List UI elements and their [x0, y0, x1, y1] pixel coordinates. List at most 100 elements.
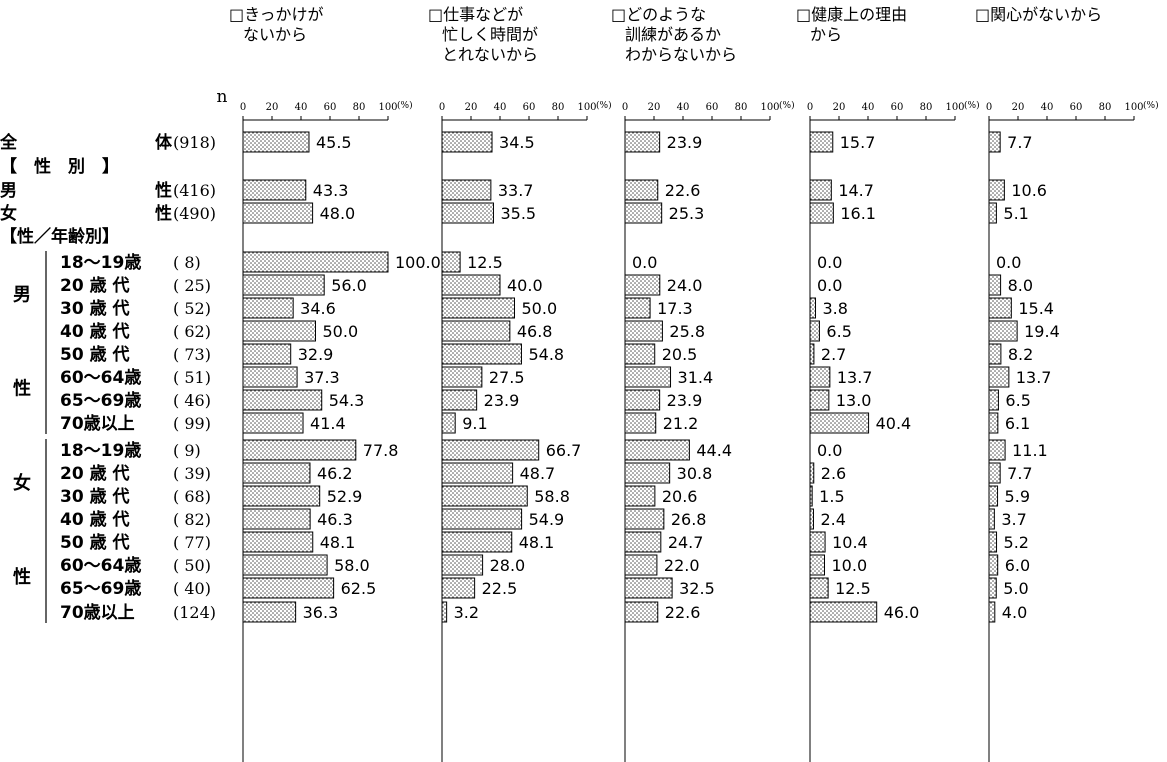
data-label: 6.5 [1005, 391, 1030, 410]
axis-tick-label: 40 [1041, 102, 1054, 113]
bar [242, 274, 325, 296]
data-label: 22.6 [665, 603, 701, 622]
bar [988, 343, 1002, 365]
axis-tick-label: 80 [552, 102, 565, 113]
bar [809, 297, 817, 319]
data-label: 22.6 [665, 181, 701, 200]
n-column-label: n [217, 87, 228, 107]
data-label: 36.3 [303, 603, 339, 622]
data-label: 48.7 [520, 464, 556, 483]
bar [809, 577, 829, 599]
bar [242, 531, 314, 553]
bar [624, 485, 656, 507]
data-label: 6.0 [1005, 556, 1030, 575]
bar [624, 389, 661, 411]
axis-tick-label: 0 [240, 102, 246, 113]
bar [441, 508, 523, 530]
data-label: 46.2 [317, 464, 353, 483]
panel-title-line: から [810, 25, 842, 44]
bar [441, 554, 484, 576]
row-n-count: ( 68) [173, 487, 211, 506]
data-label: 20.6 [662, 487, 698, 506]
data-label: 16.1 [840, 204, 876, 223]
bar [809, 343, 815, 365]
bar [242, 389, 323, 411]
bar [242, 439, 357, 461]
panel-title-line: わからないから [625, 45, 737, 64]
data-label: 5.0 [1003, 579, 1028, 598]
data-label: 11.1 [1012, 441, 1048, 460]
bar [624, 179, 659, 201]
bar [988, 462, 1001, 484]
row-label: 60～64歳 [60, 555, 141, 576]
data-label: 48.0 [320, 204, 356, 223]
axis-unit-label: (%) [596, 100, 612, 111]
data-label: 5.9 [1005, 487, 1030, 506]
data-label: 5.2 [1004, 533, 1029, 552]
data-label: 66.7 [546, 441, 582, 460]
data-label: 46.8 [517, 322, 553, 341]
data-label: 2.4 [820, 510, 845, 529]
data-label: 2.7 [821, 345, 846, 364]
data-label: 41.4 [310, 414, 346, 433]
data-label: 8.2 [1008, 345, 1033, 364]
bar [441, 412, 456, 434]
data-label: 46.3 [317, 510, 353, 529]
bar [988, 297, 1012, 319]
axis-unit-label: (%) [779, 100, 795, 111]
axis-tick-label: 60 [324, 102, 337, 113]
data-label: 7.7 [1007, 133, 1032, 152]
axis-tick-label: 0 [439, 102, 445, 113]
row-n-count: ( 50) [173, 556, 211, 575]
bar [988, 554, 999, 576]
row-label: 18～19歳 [60, 440, 141, 461]
axis-tick-label: 100 [945, 102, 964, 113]
axis-tick-label: 100 [1124, 102, 1143, 113]
data-label: 44.4 [696, 441, 732, 460]
data-label: 25.3 [669, 204, 705, 223]
data-label: 24.7 [668, 533, 704, 552]
bar [988, 202, 997, 224]
data-label: 77.8 [363, 441, 399, 460]
bar [988, 179, 1005, 201]
data-label: 46.0 [884, 603, 920, 622]
row-n-count: (490) [173, 204, 216, 223]
group-label-bottom: 性 [13, 378, 31, 400]
row-label: 18～19歳 [60, 252, 141, 273]
data-label: 27.5 [489, 368, 525, 387]
data-label: 8.0 [1008, 276, 1033, 295]
row-n-count: ( 73) [173, 345, 211, 364]
row-label: 50 歳 代 [60, 532, 130, 553]
data-label: 0.0 [817, 276, 842, 295]
data-label: 48.1 [519, 533, 555, 552]
data-label: 28.0 [490, 556, 526, 575]
axis-tick-label: 60 [891, 102, 904, 113]
axis-tick-label: 0 [807, 102, 813, 113]
row-n-count: ( 25) [173, 276, 211, 295]
data-label: 21.2 [663, 414, 699, 433]
data-label: 15.7 [840, 133, 876, 152]
data-label: 2.6 [821, 464, 846, 483]
row-n-count: (124) [173, 603, 216, 622]
axis-unit-label: (%) [964, 100, 980, 111]
data-label: 32.5 [679, 579, 715, 598]
data-label: 30.8 [677, 464, 713, 483]
bar [242, 366, 298, 388]
data-label: 43.3 [313, 181, 349, 200]
bar [624, 531, 662, 553]
bar [809, 601, 878, 623]
data-label: 48.1 [320, 533, 356, 552]
bar [988, 531, 998, 553]
data-label: 14.7 [838, 181, 874, 200]
bar [624, 439, 690, 461]
data-label: 62.5 [341, 579, 377, 598]
row-label: 30 歳 代 [60, 486, 130, 507]
row-label: 70歳以上 [60, 413, 135, 434]
bar [242, 601, 297, 623]
axis-tick-label: 20 [465, 102, 478, 113]
row-n-count: ( 9) [173, 441, 201, 460]
row-label: 30 歳 代 [60, 298, 130, 319]
axis-tick-label: 80 [1099, 102, 1112, 113]
bar [441, 366, 483, 388]
